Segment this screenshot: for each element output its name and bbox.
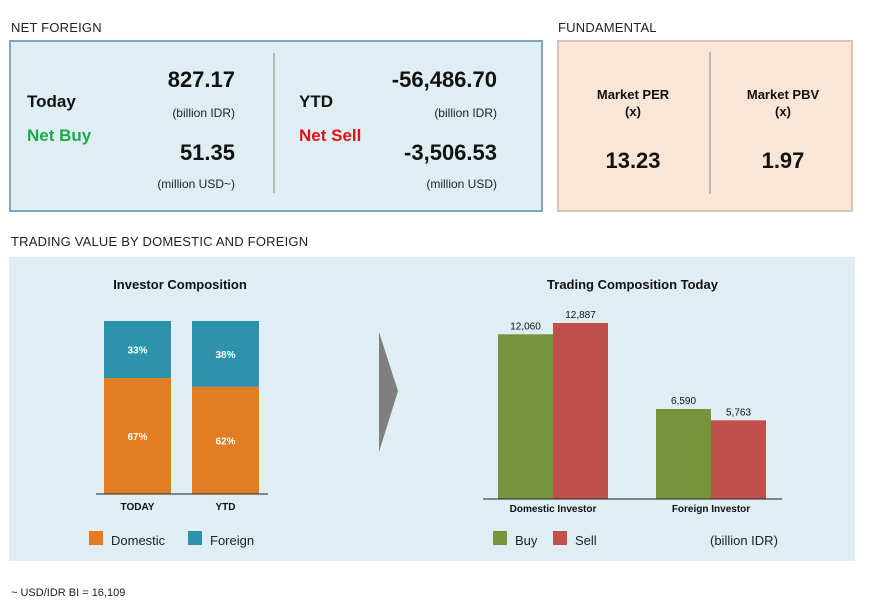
bar-value-label: 6,590 [671, 396, 696, 407]
legend-domestic-label: Domestic [111, 533, 166, 548]
trading-composition-title: Trading Composition Today [547, 277, 718, 292]
ytd-value-idr: -56,486.70 [391, 67, 497, 92]
stack-category-label: TODAY [121, 502, 155, 513]
bar-sell-domestic [553, 323, 608, 499]
market-per-label-line1: Market PER [596, 87, 670, 102]
ytd-value-usd: -3,506.53 [404, 140, 497, 165]
legend-foreign-label: Foreign [210, 533, 255, 548]
ytd-unit-idr: (billion IDR) [434, 106, 497, 120]
fundamental-title: FUNDAMENTAL [558, 20, 657, 35]
legend-domestic-swatch [89, 531, 103, 545]
today-unit-idr: (billion IDR) [172, 106, 235, 120]
stack-label-domestic-today: 67% [127, 432, 147, 443]
trading-composition-chart: 12,060 12,887 Domestic Investor 6,590 5,763 F… [483, 310, 782, 515]
market-pbv-value: 1.97 [761, 148, 805, 173]
market-per-label: Market PER (x) [563, 86, 703, 120]
fundamental-box [557, 40, 853, 212]
net-foreign-box [9, 40, 543, 212]
legend-sell-label: Sell [575, 533, 597, 548]
investor-composition-chart: 67% 33% TODAY 62% 38% YTD [96, 321, 268, 513]
investor-composition-title: Investor Composition [113, 277, 247, 292]
stack-label-foreign-ytd: 38% [215, 350, 235, 361]
today-label: Today [27, 92, 76, 111]
bar-category-label: Foreign Investor [672, 504, 750, 515]
stack-segment-foreign-ytd [192, 321, 259, 387]
bar-value-label: 5,763 [726, 407, 751, 418]
ytd-label: YTD [299, 92, 333, 111]
legend-foreign-swatch [188, 531, 202, 545]
net-foreign-title: NET FOREIGN [11, 20, 102, 35]
today-value-usd: 51.35 [179, 140, 235, 165]
stack-category-label: YTD [216, 502, 236, 513]
stack-segment-domestic-ytd [192, 386, 259, 494]
legend-buy-swatch [493, 531, 507, 545]
arrow-shape [379, 332, 398, 452]
stack-label-foreign-today: 33% [127, 346, 147, 357]
bar-buy-foreign [656, 408, 711, 499]
net-foreign-divider [273, 53, 275, 193]
bar-value-label: 12,887 [565, 310, 596, 321]
fundamental-divider [709, 52, 711, 194]
trading-value-title: TRADING VALUE BY DOMESTIC AND FOREIGN [11, 234, 309, 249]
legend-sell-swatch [553, 531, 567, 545]
market-per-value: 13.23 [605, 148, 661, 173]
bar-sell-foreign [711, 420, 766, 499]
today-status: Net Buy [27, 126, 92, 145]
market-pbv-label-line1: Market PBV [746, 87, 820, 102]
ytd-status: Net Sell [299, 126, 362, 145]
market-pbv-label-line2: (x) [775, 104, 791, 119]
bar-category-label: Domestic Investor [510, 504, 597, 515]
footnote: ~ USD/IDR BI = 16,109 [11, 587, 126, 599]
stack-label-domestic-ytd: 62% [215, 436, 235, 447]
market-per-label-line2: (x) [625, 104, 641, 119]
market-pbv-label: Market PBV (x) [713, 86, 853, 120]
bar-value-label: 12,060 [510, 321, 541, 332]
legend-buy-label: Buy [515, 533, 538, 548]
unit-note: (billion IDR) [710, 533, 778, 548]
stack-segment-foreign-today [104, 321, 171, 379]
today-unit-usd: (million USD~) [157, 177, 235, 191]
today-value-idr: 827.17 [167, 67, 235, 92]
bar-buy-domestic [498, 334, 553, 499]
stack-segment-domestic-today [104, 378, 171, 494]
ytd-unit-usd: (million USD) [426, 177, 497, 191]
